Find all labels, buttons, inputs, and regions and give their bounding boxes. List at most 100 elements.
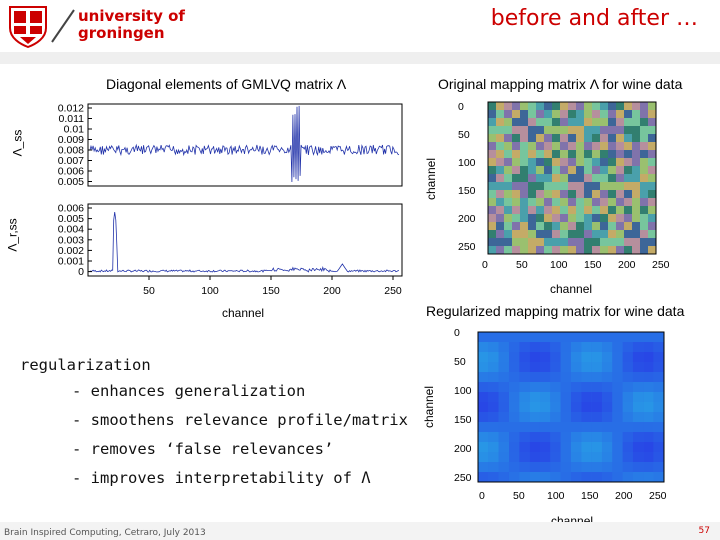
orig-matrix-cell	[560, 150, 568, 158]
bullet-item: - smoothens relevance profile/matrix	[72, 411, 408, 429]
orig-matrix-cell	[640, 102, 648, 110]
orig-matrix-cell	[512, 126, 520, 134]
orig-matrix-cell	[536, 110, 544, 118]
orig-matrix-cell	[512, 166, 520, 174]
orig-matrix-cell	[632, 206, 640, 214]
orig-matrix-cell	[624, 102, 632, 110]
reg-matrix-cell	[529, 392, 541, 403]
reg-matrix-cell	[488, 422, 499, 433]
reg-matrix-cell	[488, 472, 499, 483]
orig-matrix-cell	[552, 206, 560, 214]
orig-matrix-cell	[592, 206, 600, 214]
orig-matrix-cell	[632, 198, 640, 206]
orig-matrix-cell	[520, 158, 528, 166]
orig-matrix-cell	[632, 230, 640, 238]
orig-matrix-cell	[536, 102, 544, 110]
reg-matrix-ytick-label: 250	[454, 472, 472, 484]
reg-matrix-cell	[591, 432, 603, 443]
reg-matrix-cell	[591, 422, 603, 433]
reg-matrix-cell	[591, 462, 603, 473]
reg-matrix-cell	[632, 352, 644, 363]
reg-matrix-cell	[550, 422, 561, 433]
orig-matrix-cell	[536, 174, 544, 182]
orig-matrix-cell	[536, 126, 544, 134]
orig-matrix-cell	[624, 142, 632, 150]
orig-matrix-cell	[528, 190, 536, 198]
diag-bottom-ytick-label: 0.004	[58, 224, 84, 236]
orig-matrix-cell	[488, 174, 496, 182]
reg-matrix-cell	[591, 342, 603, 353]
orig-matrix-cell	[600, 118, 608, 126]
reg-matrix-cell	[570, 392, 582, 403]
reg-matrix-cell	[653, 342, 665, 353]
reg-matrix-cell	[581, 382, 592, 393]
orig-matrix-cell	[536, 246, 544, 254]
orig-matrix-cell	[496, 150, 504, 158]
orig-matrix-cell	[528, 214, 536, 222]
orig-matrix-cell	[576, 246, 584, 254]
reg-matrix-cell	[560, 332, 572, 343]
reg-matrix-cell	[478, 352, 489, 363]
orig-matrix-cell	[632, 174, 640, 182]
orig-matrix-cell	[592, 190, 600, 198]
orig-matrix-cell	[592, 198, 600, 206]
orig-matrix-cell	[616, 126, 624, 134]
reg-matrix-cell	[601, 462, 613, 473]
orig-matrix-cell	[544, 246, 552, 254]
orig-matrix-cell	[608, 190, 616, 198]
orig-matrix-cell	[496, 174, 504, 182]
reg-matrix-cell	[622, 412, 634, 423]
reg-matrix-cell	[498, 412, 510, 423]
orig-matrix-cell	[648, 174, 656, 182]
orig-matrix-cell	[512, 118, 520, 126]
orig-matrix-cell	[584, 126, 592, 134]
reg-matrix-cell	[612, 462, 623, 473]
reg-matrix-cell	[478, 432, 489, 443]
reg-matrix-cell	[581, 462, 592, 473]
reg-matrix-cell	[612, 332, 623, 343]
orig-matrix-cell	[504, 214, 512, 222]
reg-matrix-cell	[632, 342, 644, 353]
orig-matrix-cell	[488, 134, 496, 142]
orig-matrix-cell	[640, 110, 648, 118]
bullet-item: - improves interpretability of Λ	[72, 469, 371, 487]
diag-bottom-ytick-label: 0.001	[58, 256, 84, 268]
reg-matrix-cell	[570, 372, 582, 383]
orig-matrix-cell	[520, 198, 528, 206]
reg-matrix-cell	[601, 392, 613, 403]
reg-matrix-cell	[508, 332, 520, 343]
reg-matrix-cell	[570, 382, 582, 393]
orig-matrix-cell	[648, 158, 656, 166]
orig-matrix-cell	[600, 134, 608, 142]
orig-matrix-cell	[608, 110, 616, 118]
diag-xtick-label: 200	[323, 285, 341, 297]
orig-matrix-cell	[608, 198, 616, 206]
orig-matrix-cell	[552, 142, 560, 150]
orig-matrix-cell	[512, 230, 520, 238]
reg-matrix-cell	[632, 442, 644, 453]
reg-matrix-cell	[519, 392, 530, 403]
reg-matrix-cell	[498, 462, 510, 473]
orig-matrix-cell	[616, 150, 624, 158]
reg-matrix-cell	[560, 442, 572, 453]
orig-matrix-cell	[528, 158, 536, 166]
orig-matrix-cell	[616, 238, 624, 246]
orig-matrix-cell	[576, 158, 584, 166]
orig-matrix-cell	[496, 182, 504, 190]
orig-matrix-cell	[496, 238, 504, 246]
orig-matrix-cell	[648, 190, 656, 198]
orig-matrix-cell	[536, 206, 544, 214]
orig-matrix-cell	[568, 230, 576, 238]
orig-matrix-cell	[616, 190, 624, 198]
reg-matrix-xtick-label: 250	[649, 490, 667, 502]
diag-top-plot-frame	[87, 103, 403, 187]
orig-matrix-cell	[616, 166, 624, 174]
orig-matrix-cell	[496, 230, 504, 238]
orig-matrix-cell	[632, 142, 640, 150]
orig-matrix-cell	[576, 174, 584, 182]
orig-matrix-cell	[576, 222, 584, 230]
reg-matrix-cell	[622, 332, 634, 343]
reg-matrix-cell	[488, 432, 499, 443]
orig-matrix-cell	[608, 158, 616, 166]
reg-matrix-cell	[550, 392, 561, 403]
